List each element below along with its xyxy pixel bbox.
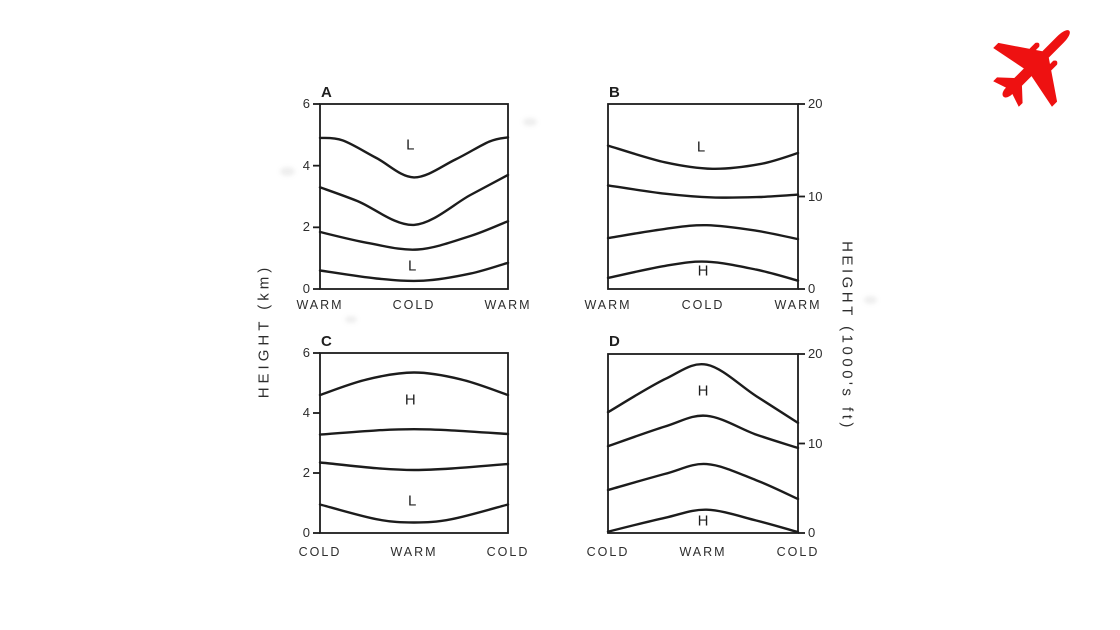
y-tick-label: 10 xyxy=(808,188,823,204)
panel-D-pressure-surface-3 xyxy=(606,462,800,501)
y-tick-label: 2 xyxy=(302,219,310,235)
x-category-label: COLD xyxy=(486,545,530,559)
panel-A-pressure-surface-2 xyxy=(318,173,510,227)
y-tick-label: 6 xyxy=(302,96,310,111)
y-tick-label: 20 xyxy=(808,96,823,111)
right-axis-title: HEIGHT (1000's ft) xyxy=(838,241,856,431)
panel-letter-c: C xyxy=(321,333,332,350)
scan-smudge xyxy=(523,118,537,126)
pressure-center-label-l: L xyxy=(696,138,706,156)
scan-smudge xyxy=(864,296,877,304)
panel-C-pressure-surface-1 xyxy=(318,371,510,397)
y-tick-label: 6 xyxy=(302,345,310,360)
x-category-label: COLD xyxy=(298,545,342,559)
x-category-label: WARM xyxy=(484,298,532,312)
scan-smudge xyxy=(345,316,357,323)
panel-B-pressure-surface-4 xyxy=(606,260,800,282)
panel-D-pressure-surface-4 xyxy=(606,508,800,534)
panel-D-pressure-surface-1 xyxy=(606,362,800,425)
panel-letter-d: D xyxy=(609,333,620,350)
panel-A-pressure-surface-3 xyxy=(318,220,510,251)
y-tick-label: 0 xyxy=(808,281,816,296)
panel-letter-b: B xyxy=(609,84,620,101)
pressure-center-label-l: L xyxy=(407,257,417,275)
y-tick-label: 0 xyxy=(302,525,310,540)
x-category-label: COLD xyxy=(681,298,725,312)
panel-B-pressure-surface-2 xyxy=(606,184,800,199)
x-category-label: WARM xyxy=(584,298,632,312)
x-category-label: WARM xyxy=(296,298,344,312)
x-category-label: WARM xyxy=(390,545,438,559)
y-tick-label: 2 xyxy=(302,465,310,480)
panel-C-frame xyxy=(319,352,509,534)
x-category-label: WARM xyxy=(774,298,822,312)
y-tick-label: 10 xyxy=(808,435,823,451)
panel-D-pressure-surface-2 xyxy=(606,414,800,450)
left-axis-title: HEIGHT (km) xyxy=(255,263,273,399)
y-tick-label: 4 xyxy=(302,157,310,173)
y-tick-label: 0 xyxy=(808,525,816,540)
pressure-center-label-h: H xyxy=(404,391,416,409)
pressure-center-label-l: L xyxy=(406,136,415,154)
pressure-center-label-h: H xyxy=(697,262,709,280)
panel-B-pressure-surface-1 xyxy=(606,144,800,171)
x-category-label: COLD xyxy=(586,545,630,559)
x-category-label: WARM xyxy=(679,545,727,559)
airplane-body xyxy=(993,30,1070,107)
y-tick-label: 0 xyxy=(302,281,310,296)
panel-letter-a: A xyxy=(321,84,332,101)
pressure-center-label-h: H xyxy=(697,512,709,530)
panel-A-frame xyxy=(319,103,509,290)
x-category-label: COLD xyxy=(776,545,820,559)
airplane-icon xyxy=(993,30,1070,107)
panel-B-pressure-surface-3 xyxy=(606,223,800,241)
panel-A-pressure-surface-1 xyxy=(318,136,510,179)
panel-A-pressure-surface-4 xyxy=(318,261,510,283)
y-tick-label: 20 xyxy=(808,346,823,361)
y-tick-label: 4 xyxy=(302,405,310,420)
panel-C-pressure-surface-3 xyxy=(318,461,510,472)
scan-smudge xyxy=(280,167,295,176)
panel-D-frame xyxy=(607,353,799,534)
pressure-center-label-l: L xyxy=(407,492,417,510)
pressure-center-label-h: H xyxy=(697,382,709,400)
panel-C-pressure-surface-4 xyxy=(318,503,510,524)
panel-C-pressure-surface-2 xyxy=(318,428,510,436)
x-category-label: COLD xyxy=(392,298,436,312)
airplane-silhouette xyxy=(993,30,1070,107)
